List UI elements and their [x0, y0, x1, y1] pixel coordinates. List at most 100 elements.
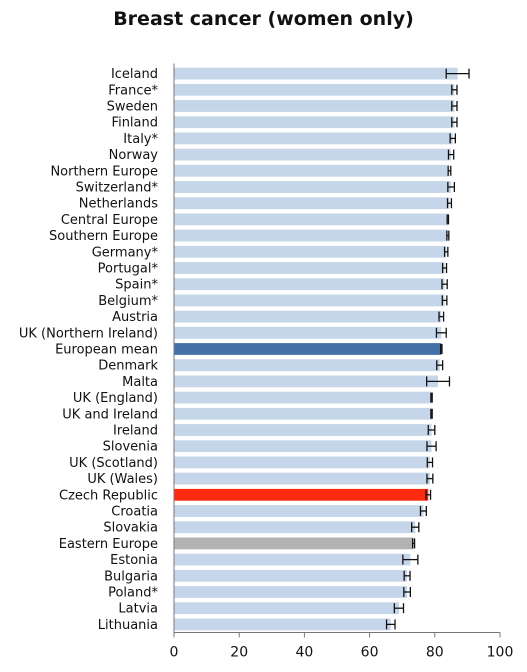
bar-lithuania [174, 618, 391, 631]
bar-france [174, 83, 455, 96]
category-label-ireland: Ireland [113, 424, 158, 439]
error-bar-poland [403, 587, 412, 597]
error-bar-northern-europe [447, 165, 452, 176]
error-bar-latvia [393, 603, 405, 614]
category-label-france: France* [108, 83, 158, 98]
bar-slovenia [174, 440, 432, 453]
error-bar-norway [447, 149, 455, 160]
bar-iceland [174, 67, 458, 80]
error-bar-czech-republic [425, 489, 432, 500]
category-label-bulgaria: Bulgaria [104, 569, 158, 584]
bar-estonia [174, 553, 411, 566]
bar-netherlands [174, 197, 450, 210]
bar-southern-europe [174, 229, 448, 242]
error-bar-bulgaria [403, 570, 411, 581]
bar-switzerland [174, 181, 452, 193]
bar-germany [174, 245, 447, 258]
error-bar-southern-europe [446, 230, 450, 241]
category-label-norway: Norway [109, 148, 159, 163]
error-bars-group [385, 68, 470, 630]
bar-sweden [174, 100, 455, 112]
category-label-switzerland: Switzerland* [76, 181, 159, 196]
error-bar-ireland [427, 425, 436, 435]
bar-uk-northern-ireland [174, 326, 442, 339]
category-label-germany: Germany* [92, 245, 159, 260]
x-ticks-group: 0 20 40 60 80 100 [170, 632, 514, 661]
error-bar-slovenia [426, 441, 437, 452]
x-tick-label-80: 80 [426, 645, 444, 661]
x-tick-label-100: 100 [487, 645, 514, 661]
bar-portugal [174, 262, 445, 274]
bar-croatia [174, 505, 424, 517]
category-label-estonia: Estonia [110, 553, 158, 568]
error-bar-portugal [441, 263, 448, 273]
error-bar-iceland [445, 68, 470, 79]
bar-northern-europe [174, 164, 450, 177]
x-tick-label-0: 0 [170, 645, 179, 661]
category-label-italy: Italy* [123, 132, 158, 147]
error-bar-estonia [402, 554, 419, 565]
category-label-spain: Spain* [115, 278, 158, 293]
category-label-malta: Malta [122, 375, 158, 390]
error-bar-uk-england [430, 392, 433, 403]
category-label-southern-europe: Southern Europe [49, 229, 158, 244]
error-bar-uk-scotland [426, 457, 434, 468]
bar-eastern-europe [174, 537, 414, 550]
category-label-uk-northern-ireland: UK (Northern Ireland) [19, 326, 158, 341]
error-bar-france [451, 84, 458, 95]
category-label-sweden: Sweden [107, 100, 158, 115]
bar-austria [174, 310, 442, 323]
bar-czech-republic [174, 488, 429, 501]
category-label-denmark: Denmark [98, 359, 158, 374]
error-bar-spain [441, 279, 448, 290]
error-bar-uk-and-ireland [430, 408, 433, 419]
error-bar-central-europe [446, 214, 450, 225]
error-bar-switzerland [447, 182, 456, 192]
category-label-northern-europe: Northern Europe [50, 164, 158, 179]
bar-ireland [174, 424, 432, 436]
bar-belgium [174, 294, 445, 307]
category-label-latvia: Latvia [118, 602, 158, 617]
bars-group [174, 67, 458, 631]
bar-finland [174, 116, 455, 129]
bar-italy [174, 132, 453, 145]
error-bar-germany [443, 246, 449, 257]
bar-european-mean [174, 343, 442, 355]
error-bar-slovakia [411, 522, 420, 533]
category-label-uk-wales: UK (Wales) [87, 472, 158, 487]
x-tick-label-60: 60 [361, 645, 379, 661]
bar-uk-scotland [174, 456, 430, 469]
bar-malta [174, 375, 439, 388]
bar-uk-wales [174, 472, 430, 485]
error-bar-belgium [441, 295, 448, 306]
error-bar-uk-wales [426, 473, 434, 484]
error-bar-croatia [419, 506, 427, 516]
category-label-eastern-europe: Eastern Europe [59, 537, 158, 552]
chart-title: Breast cancer (women only) [113, 8, 414, 30]
bar-latvia [174, 602, 399, 615]
error-bar-lithuania [385, 619, 396, 630]
x-tick-label-40: 40 [295, 645, 313, 661]
error-bar-eastern-europe [411, 538, 416, 549]
bar-poland [174, 586, 408, 598]
error-bar-finland [451, 117, 458, 128]
category-label-belgium: Belgium* [98, 294, 158, 309]
bar-bulgaria [174, 569, 408, 582]
category-label-slovenia: Slovenia [103, 440, 158, 455]
error-bar-malta [425, 376, 451, 387]
category-label-croatia: Croatia [111, 505, 158, 520]
error-bar-austria [438, 311, 445, 322]
category-label-central-europe: Central Europe [61, 213, 158, 228]
bar-denmark [174, 359, 440, 372]
category-label-portugal: Portugal* [98, 262, 159, 277]
error-bar-uk-northern-ireland [435, 327, 447, 338]
category-label-czech-republic: Czech Republic [59, 488, 158, 503]
category-label-iceland: Iceland [111, 67, 158, 82]
category-label-uk-england: UK (England) [73, 391, 158, 406]
category-label-uk-scotland: UK (Scotland) [69, 456, 158, 471]
category-label-finland: Finland [112, 116, 158, 131]
bar-spain [174, 278, 445, 291]
error-bar-denmark [436, 360, 444, 371]
